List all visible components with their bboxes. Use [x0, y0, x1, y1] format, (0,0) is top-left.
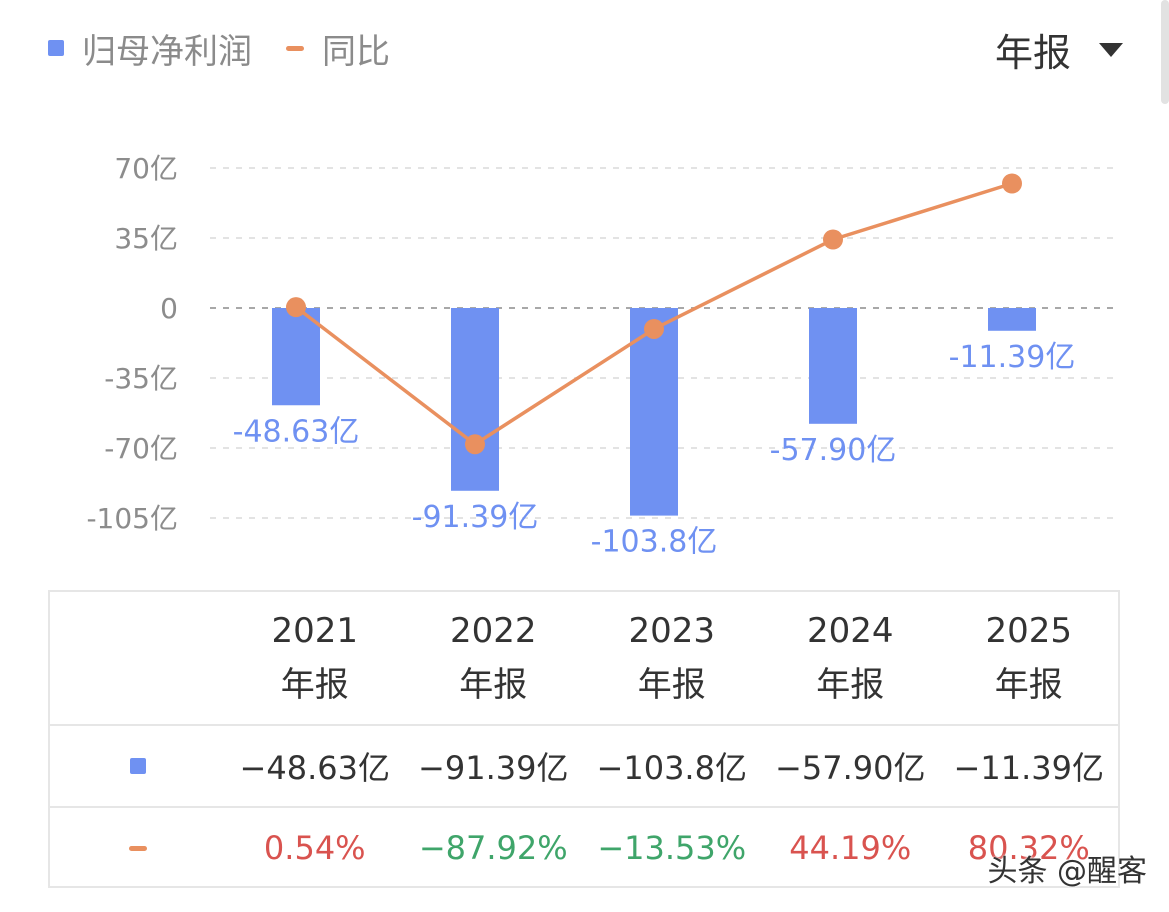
yoy-cell: −13.53%	[597, 829, 747, 867]
bar-data-label: -91.39亿	[412, 500, 539, 535]
row-key-cell	[50, 726, 226, 806]
column-header: 2022 年报	[404, 592, 583, 724]
bar-swatch-icon	[129, 758, 146, 774]
yoy-point[interactable]	[465, 434, 485, 455]
value-cell: −48.63亿	[239, 749, 390, 787]
column-period: 年报	[994, 665, 1063, 705]
y-tick-label: -70亿	[104, 432, 178, 465]
column-period: 年报	[459, 665, 528, 705]
legend-label-net-profit: 归母净利润	[82, 31, 252, 72]
y-tick-label: 70亿	[114, 152, 178, 185]
column-year: 2025	[985, 610, 1073, 651]
period-dropdown-label: 年报	[994, 31, 1071, 75]
yoy-point[interactable]	[286, 297, 306, 318]
value-cell: −91.39亿	[418, 749, 569, 787]
bar[interactable]	[451, 308, 499, 491]
bar-data-label: -48.63亿	[233, 414, 360, 449]
period-dropdown[interactable]: 年报	[995, 22, 1123, 77]
chart-legend: 归母净利润 同比	[48, 24, 424, 73]
yoy-point[interactable]	[1002, 173, 1022, 194]
value-cell: −11.39亿	[953, 749, 1104, 787]
bar[interactable]	[988, 308, 1036, 331]
column-header: 2024 年报	[761, 592, 940, 724]
column-period: 年报	[637, 665, 706, 705]
legend-item-yoy[interactable]: 同比	[286, 24, 390, 73]
column-year: 2023	[628, 610, 716, 651]
table-header-row: 2021 年报 2022 年报 2023 年报 2024 年报 2025 年报	[50, 592, 1118, 726]
column-header: 2025 年报	[940, 592, 1119, 724]
column-period: 年报	[816, 665, 885, 705]
bar-data-label: -103.8亿	[591, 525, 718, 560]
yoy-cell: −87.92%	[418, 829, 568, 867]
y-tick-label: 35亿	[114, 222, 178, 255]
yoy-cell: 0.54%	[263, 829, 366, 867]
column-period: 年报	[280, 665, 349, 705]
chevron-down-icon	[1099, 42, 1123, 57]
table-corner-cell	[50, 592, 226, 724]
table-row-yoy: 0.54% −87.92% −13.53% 44.19% 80.32%	[50, 808, 1118, 888]
column-year: 2024	[806, 610, 894, 651]
column-header: 2021 年报	[226, 592, 405, 724]
bar[interactable]	[272, 308, 320, 406]
yoy-point[interactable]	[644, 318, 664, 339]
row-key-cell	[50, 808, 226, 888]
table-row-net-profit: −48.63亿 −91.39亿 −103.8亿 −57.90亿 −11.39亿	[50, 726, 1118, 808]
column-year: 2022	[449, 610, 537, 651]
bar-swatch-icon	[48, 40, 64, 56]
bar[interactable]	[630, 308, 678, 516]
y-tick-label: 0	[160, 292, 178, 325]
bar-data-label: -57.90亿	[770, 433, 897, 468]
bar[interactable]	[809, 308, 857, 424]
column-year: 2021	[271, 610, 359, 651]
y-tick-label: -105亿	[86, 502, 178, 535]
yoy-cell: 44.19%	[789, 829, 912, 867]
line-swatch-icon	[286, 45, 304, 51]
legend-label-yoy: 同比	[322, 31, 390, 72]
profit-chart: 70亿 35亿 0 -35亿 -70亿 -105亿 -48.63亿 -91.39亿 -103.…	[86, 152, 1118, 560]
value-cell: −103.8亿	[596, 749, 747, 787]
y-tick-label: -35亿	[104, 362, 178, 395]
yoy-point[interactable]	[823, 229, 843, 250]
watermark: 头条 @醒客	[987, 854, 1147, 889]
line-swatch-icon	[128, 845, 147, 851]
yoy-cell: 80.32%	[967, 829, 1090, 867]
bar-data-label: -11.39亿	[949, 340, 1076, 375]
legend-item-net-profit[interactable]: 归母净利润	[48, 24, 252, 73]
column-header: 2023 年报	[583, 592, 762, 724]
scrollbar[interactable]	[1161, 0, 1169, 104]
value-cell: −57.90亿	[775, 749, 926, 787]
data-table: 2021 年报 2022 年报 2023 年报 2024 年报 2025 年报 −48.6…	[48, 590, 1120, 888]
